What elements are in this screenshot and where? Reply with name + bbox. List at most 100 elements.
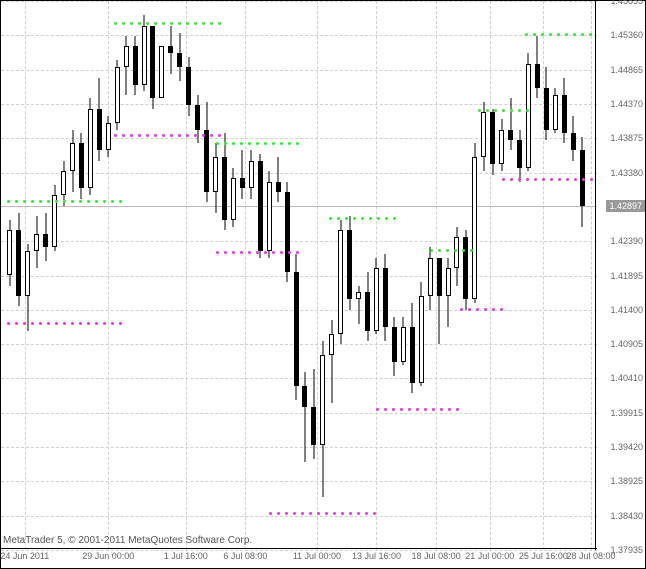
grid-line-v xyxy=(108,1,109,550)
green-indicator-line xyxy=(114,22,221,25)
grid-line-h xyxy=(1,344,597,345)
candle xyxy=(454,227,459,286)
magenta-indicator-line xyxy=(502,178,591,181)
candle xyxy=(481,102,486,171)
grid-line-h xyxy=(1,310,597,311)
plot-area[interactable] xyxy=(1,1,597,550)
candle xyxy=(34,216,39,268)
grid-line-h xyxy=(1,35,597,36)
candle xyxy=(463,230,468,310)
candle xyxy=(294,254,299,400)
grid-line-h xyxy=(1,413,597,414)
candle xyxy=(150,43,155,109)
green-indicator-line xyxy=(430,249,478,252)
y-tick-label: 1.42390 xyxy=(610,236,643,246)
x-axis: 24 Jun 2011 29 Jun 00:00 1 Jul 16:00 6 Jul … xyxy=(1,548,597,568)
candle xyxy=(347,216,352,310)
candle xyxy=(285,182,290,283)
candle xyxy=(356,286,361,324)
y-tick-label: 1.41895 xyxy=(610,271,643,281)
candle xyxy=(472,143,477,302)
candle xyxy=(562,78,567,144)
candle xyxy=(401,317,406,366)
magenta-indicator-line xyxy=(114,134,221,137)
candle xyxy=(124,36,129,95)
y-tick-label: 1.44865 xyxy=(610,65,643,75)
candle xyxy=(392,317,397,376)
y-tick-label: 1.38430 xyxy=(610,511,643,521)
y-tick-label: 1.38925 xyxy=(610,476,643,486)
candle xyxy=(329,320,334,403)
candle xyxy=(446,258,451,327)
candle xyxy=(249,150,254,199)
candle xyxy=(302,372,307,462)
y-tick-label: 1.43380 xyxy=(610,168,643,178)
x-tick-label: 28 Jul 08:00 xyxy=(567,551,616,561)
candle xyxy=(428,247,433,309)
candle xyxy=(553,88,558,133)
green-indicator-line xyxy=(216,142,299,145)
candle xyxy=(276,157,281,202)
candle xyxy=(258,154,263,258)
grid-line-h xyxy=(1,481,597,482)
current-price-line xyxy=(1,206,597,207)
candle xyxy=(97,78,102,161)
candle xyxy=(517,130,522,182)
x-tick-label: 25 Jul 16:00 xyxy=(519,551,568,561)
candle xyxy=(311,369,316,459)
candle xyxy=(499,119,504,171)
candle xyxy=(70,130,75,192)
candle xyxy=(267,171,272,258)
green-indicator-line xyxy=(478,109,532,112)
candle xyxy=(544,67,549,140)
candle xyxy=(410,303,415,393)
green-indicator-line xyxy=(329,217,395,220)
magenta-indicator-line xyxy=(216,251,299,254)
candle xyxy=(490,109,495,175)
magenta-indicator-line xyxy=(376,408,459,411)
x-tick-label: 21 Jul 00:00 xyxy=(465,551,514,561)
grid-line-h xyxy=(1,241,597,242)
candle xyxy=(240,150,245,199)
magenta-indicator-line xyxy=(460,308,502,311)
candle xyxy=(43,213,48,262)
green-indicator-line xyxy=(7,200,120,203)
grid-line-v xyxy=(317,1,318,550)
candle xyxy=(222,133,227,230)
candle xyxy=(374,258,379,334)
candle xyxy=(142,15,147,91)
x-tick-label: 1 Jul 16:00 xyxy=(164,551,208,561)
candle xyxy=(133,36,138,95)
grid-line-h xyxy=(1,447,597,448)
candlestick-chart[interactable]: 1.45855 1.45360 1.44865 1.44370 1.43875 1.433… xyxy=(0,0,646,569)
grid-line-v xyxy=(591,1,592,550)
y-tick-label: 1.44370 xyxy=(610,99,643,109)
y-tick-label: 1.45855 xyxy=(610,0,643,6)
y-tick-label: 1.45360 xyxy=(610,30,643,40)
candle xyxy=(79,133,84,199)
candle xyxy=(526,53,531,171)
x-tick-label: 13 Jul 16:00 xyxy=(352,551,401,561)
y-axis: 1.45855 1.45360 1.44865 1.44370 1.43875 1.433… xyxy=(595,1,645,550)
candle xyxy=(16,213,21,307)
x-tick-label: 6 Jul 08:00 xyxy=(223,551,267,561)
candle xyxy=(580,137,585,227)
x-tick-label: 29 Jun 00:00 xyxy=(82,551,134,561)
candle xyxy=(231,168,236,227)
grid-line-h xyxy=(1,70,597,71)
green-indicator-line xyxy=(525,33,591,36)
candle xyxy=(365,272,370,341)
x-tick-label: 11 Jul 00:00 xyxy=(293,551,341,561)
candle xyxy=(419,282,424,386)
x-tick-label: 24 Jun 2011 xyxy=(0,551,49,561)
grid-line-h xyxy=(1,1,597,2)
grid-line-h xyxy=(1,276,597,277)
candle xyxy=(508,98,513,150)
y-tick-label: 1.43875 xyxy=(610,133,643,143)
candle xyxy=(7,220,12,286)
copyright-text: MetaTrader 5, © 2001-2011 MetaQuotes Sof… xyxy=(3,535,252,546)
y-tick-label: 1.41400 xyxy=(610,305,643,315)
y-tick-label: 1.40410 xyxy=(610,373,643,383)
candle xyxy=(61,161,66,206)
candle xyxy=(571,116,576,161)
